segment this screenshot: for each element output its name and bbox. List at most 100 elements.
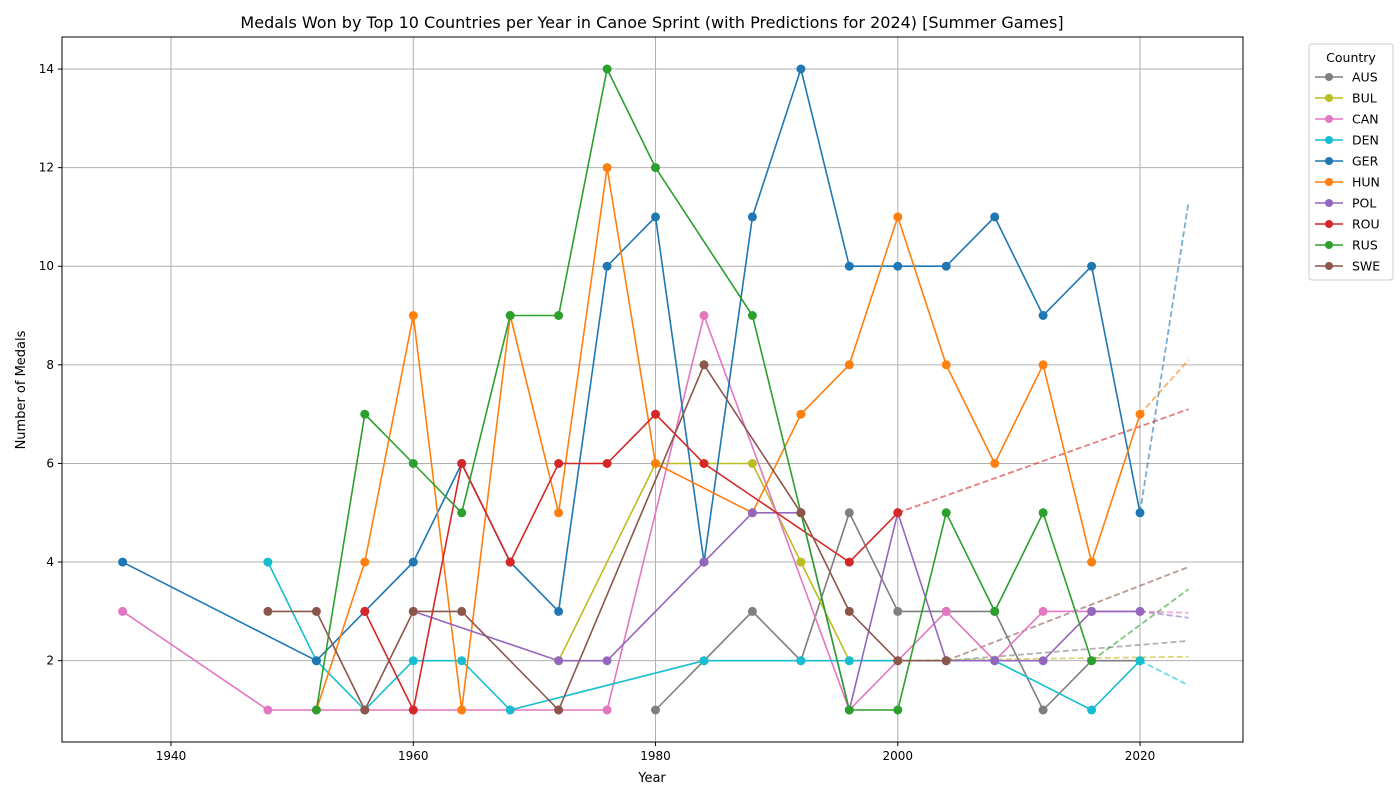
legend-label: ROU <box>1352 217 1380 232</box>
x-tick-label: 2020 <box>1125 749 1156 763</box>
point-hun <box>844 360 854 370</box>
point-rou <box>360 606 370 616</box>
x-tick-label: 1960 <box>398 749 429 763</box>
point-hun <box>1135 409 1145 419</box>
point-can <box>602 705 612 715</box>
point-rus <box>747 311 757 320</box>
y-tick-label: 10 <box>39 259 54 273</box>
point-rus <box>1038 508 1048 518</box>
legend-label: GER <box>1352 154 1379 169</box>
point-den <box>505 705 515 715</box>
point-swe <box>408 606 418 616</box>
point-ger <box>796 64 806 74</box>
point-ger <box>893 261 903 271</box>
prediction-line-aus <box>946 640 1189 662</box>
point-ger <box>651 212 660 222</box>
point-rus <box>941 508 951 518</box>
point-rou <box>554 459 564 468</box>
point-swe <box>699 360 709 370</box>
point-hun <box>1087 557 1097 567</box>
point-ger <box>408 557 418 567</box>
prediction-line-rou <box>897 408 1189 514</box>
point-rus <box>408 459 418 468</box>
prediction-line-swe <box>945 566 1189 662</box>
point-aus <box>1038 705 1048 715</box>
y-tick-label: 2 <box>46 654 54 668</box>
point-can <box>941 606 951 616</box>
legend-label: DEN <box>1352 133 1379 148</box>
legend-label: CAN <box>1352 112 1379 127</box>
point-bul <box>747 459 757 468</box>
point-can <box>263 705 273 715</box>
x-tick-label: 1980 <box>640 749 671 763</box>
point-swe <box>554 705 564 715</box>
point-rou <box>844 557 854 567</box>
point-rus <box>893 705 903 715</box>
point-rus <box>990 606 1000 616</box>
point-rus <box>505 311 515 320</box>
legend-label: SWE <box>1352 259 1380 274</box>
point-den <box>844 656 854 666</box>
prediction-line-den <box>1139 659 1189 687</box>
point-den <box>457 656 467 666</box>
point-rou <box>893 508 903 518</box>
legend-item-hun: HUN <box>1315 175 1380 190</box>
point-bul <box>796 557 806 567</box>
point-ger <box>747 212 757 222</box>
legend-swatch-marker <box>1325 262 1333 270</box>
point-den <box>1087 705 1097 715</box>
y-axis-label: Number of Medals <box>14 330 29 449</box>
point-pol <box>554 656 564 666</box>
point-den <box>796 656 806 666</box>
point-rus <box>1087 656 1097 666</box>
point-swe <box>457 606 467 616</box>
point-den <box>1135 656 1145 666</box>
legend-swatch-marker <box>1325 157 1333 165</box>
legend-swatch-marker <box>1325 73 1333 81</box>
legend-swatch-marker <box>1325 115 1333 123</box>
legend-swatch-marker <box>1325 220 1333 228</box>
point-aus <box>747 606 757 616</box>
legend: Country AUS BUL CAN DEN GER HUN POL ROU RUS SWE <box>1308 43 1394 281</box>
legend-label: BUL <box>1352 91 1377 106</box>
legend-item-rou: ROU <box>1315 217 1380 232</box>
legend-title: Country <box>1326 50 1376 65</box>
point-swe <box>311 606 321 616</box>
point-ger <box>941 261 951 271</box>
point-hun <box>1038 360 1048 370</box>
point-rus <box>360 409 370 419</box>
legend-label: HUN <box>1352 175 1380 190</box>
point-ger <box>554 606 564 616</box>
point-ger <box>602 261 612 271</box>
point-ger <box>1135 508 1145 518</box>
legend-item-ger: GER <box>1315 154 1379 169</box>
point-rou <box>651 409 660 419</box>
legend-item-can: CAN <box>1315 112 1379 127</box>
prediction-line-rus <box>1091 588 1190 662</box>
point-pol <box>1135 606 1145 616</box>
point-aus <box>844 508 854 518</box>
plot-frame <box>61 36 1244 743</box>
y-tick-label: 12 <box>39 161 54 175</box>
y-axis-ticks: 2 4 6 8 10 12 14 <box>39 62 62 668</box>
grid-lines <box>62 37 1243 742</box>
point-rus <box>554 311 564 320</box>
point-rus <box>457 508 467 518</box>
legend-swatch-marker <box>1325 199 1333 207</box>
series-markers <box>118 64 1145 715</box>
point-can <box>118 606 128 616</box>
point-den <box>699 656 709 666</box>
legend-item-den: DEN <box>1315 133 1379 148</box>
point-ger <box>844 261 854 271</box>
chart-title: Medals Won by Top 10 Countries per Year … <box>240 13 1063 32</box>
point-swe <box>263 606 273 616</box>
legend-label: RUS <box>1352 238 1378 253</box>
point-hun <box>796 409 806 419</box>
point-rus <box>311 705 321 715</box>
point-rus <box>602 64 612 74</box>
legend-item-pol: POL <box>1315 196 1376 211</box>
point-hun <box>554 508 564 518</box>
point-swe <box>796 508 806 518</box>
point-swe <box>941 656 951 666</box>
